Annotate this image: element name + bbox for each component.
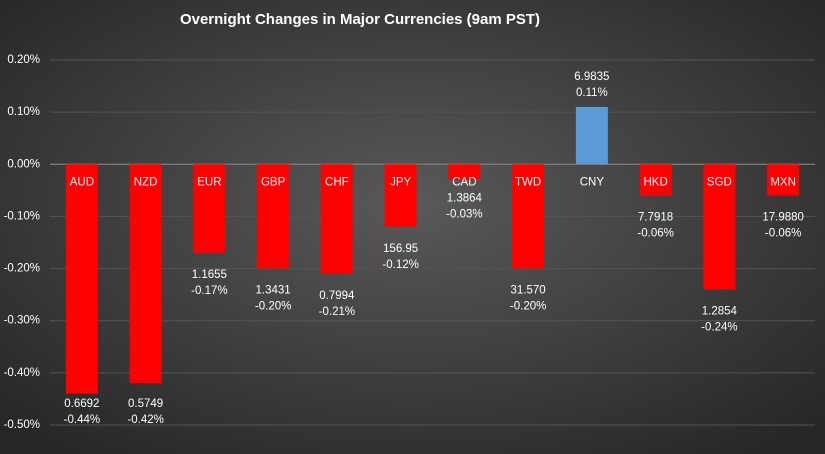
rate-label: 17.9880 (762, 212, 804, 224)
bar (512, 164, 545, 269)
y-tick-label: -0.50% (4, 419, 40, 431)
rate-label: 31.570 (511, 285, 546, 297)
x-tick-label: GBP (261, 176, 286, 188)
rate-label: 7.7918 (638, 212, 673, 224)
data-label: -0.21% (319, 306, 355, 318)
x-tick-label: CAD (452, 176, 476, 188)
x-tick-label: CHF (325, 176, 349, 188)
data-label: -0.24% (701, 321, 737, 333)
bar (129, 164, 162, 384)
y-tick-label: 0.10% (7, 106, 40, 118)
bar (384, 164, 417, 227)
bar (320, 164, 353, 274)
y-tick-label: -0.30% (4, 315, 40, 327)
bar (257, 164, 290, 269)
rate-label: 156.95 (383, 243, 418, 255)
data-label: -0.12% (382, 259, 418, 271)
y-tick-label: -0.40% (4, 367, 40, 379)
rate-label: 6.9835 (574, 71, 609, 83)
bar (575, 106, 608, 165)
x-tick-label: EUR (197, 176, 221, 188)
x-tick-label: CNY (580, 176, 605, 188)
bar (448, 164, 481, 180)
rate-label: 0.7994 (319, 290, 355, 302)
bar (703, 164, 736, 290)
data-label: -0.06% (765, 228, 801, 240)
y-tick-label: -0.20% (4, 263, 40, 275)
data-label: -0.44% (64, 414, 100, 426)
rate-label: 1.2854 (702, 305, 738, 317)
data-label: -0.17% (191, 285, 227, 297)
data-label: -0.42% (127, 414, 163, 426)
x-tick-label: MXN (770, 176, 796, 188)
data-label: -0.06% (637, 228, 673, 240)
rate-label: 1.3864 (447, 192, 483, 204)
y-tick-label: -0.10% (4, 210, 40, 222)
data-label: -0.20% (255, 301, 291, 313)
chart-title: Overnight Changes in Major Currencies (9… (180, 11, 540, 28)
x-tick-label: NZD (134, 176, 158, 188)
rate-label: 1.1655 (192, 269, 227, 281)
rate-label: 1.3431 (256, 285, 291, 297)
x-tick-label: SGD (707, 176, 732, 188)
x-tick-label: AUD (70, 176, 94, 188)
rate-label: 0.6692 (64, 398, 99, 410)
x-tick-label: TWD (515, 176, 541, 188)
x-tick-label: HKD (643, 176, 667, 188)
bar (193, 164, 226, 253)
data-label: -0.03% (446, 208, 482, 220)
bar (65, 164, 98, 394)
data-label: -0.20% (510, 301, 546, 313)
data-label: 0.11% (576, 87, 608, 99)
bar (767, 164, 800, 196)
x-tick-label: JPY (390, 176, 411, 188)
y-tick-label: 0.20% (7, 54, 40, 66)
y-tick-label: 0.00% (7, 158, 40, 170)
bar (639, 164, 672, 196)
rate-label: 0.5749 (128, 398, 163, 410)
